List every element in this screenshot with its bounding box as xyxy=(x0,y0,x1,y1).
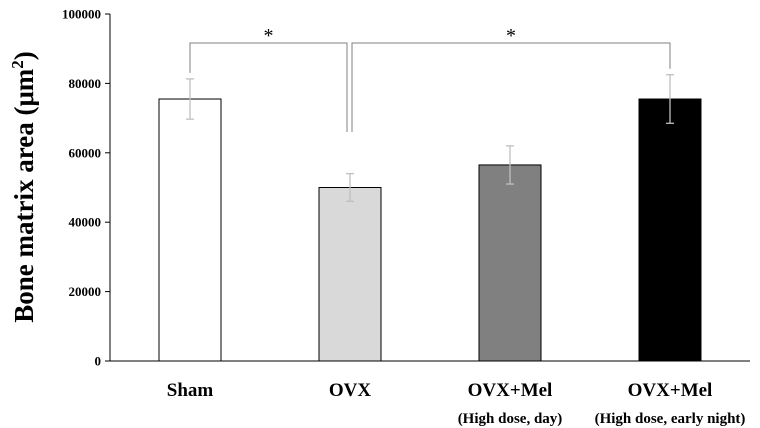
y-tick-label: 100000 xyxy=(62,7,101,22)
y-tick-label: 40000 xyxy=(69,215,102,230)
y-axis: 0 20000 40000 60000 80000 100000 xyxy=(62,7,111,369)
x-tick-label: OVX xyxy=(329,380,372,401)
y-tick-label: 0 xyxy=(95,354,102,369)
x-tick-sublabel: (High dose, day) xyxy=(458,411,563,427)
bar xyxy=(158,98,222,362)
y-tick-label: 60000 xyxy=(69,145,102,160)
bar xyxy=(318,187,382,362)
y-tick-label: 20000 xyxy=(69,284,102,299)
bars xyxy=(158,98,702,362)
bar xyxy=(638,98,702,362)
x-tick-label: OVX+Mel xyxy=(628,380,713,401)
x-axis: Sham OVX OVX+Mel (High dose, day) OVX+Mel (Hi… xyxy=(110,360,750,427)
y-axis-title: Bone matrix area (μm2) xyxy=(8,51,39,323)
significance-brackets: * * xyxy=(189,25,671,132)
bar xyxy=(478,164,542,362)
error-bars xyxy=(186,74,674,203)
significance-star: * xyxy=(264,25,274,47)
significance-bracket xyxy=(189,42,348,132)
x-tick-label: Sham xyxy=(167,380,214,401)
significance-bracket xyxy=(351,42,671,132)
y-tick-label: 80000 xyxy=(69,76,102,91)
significance-star: * xyxy=(506,25,516,47)
x-tick-sublabel: (High dose, early night) xyxy=(595,411,746,427)
x-tick-label: OVX+Mel xyxy=(468,380,553,401)
